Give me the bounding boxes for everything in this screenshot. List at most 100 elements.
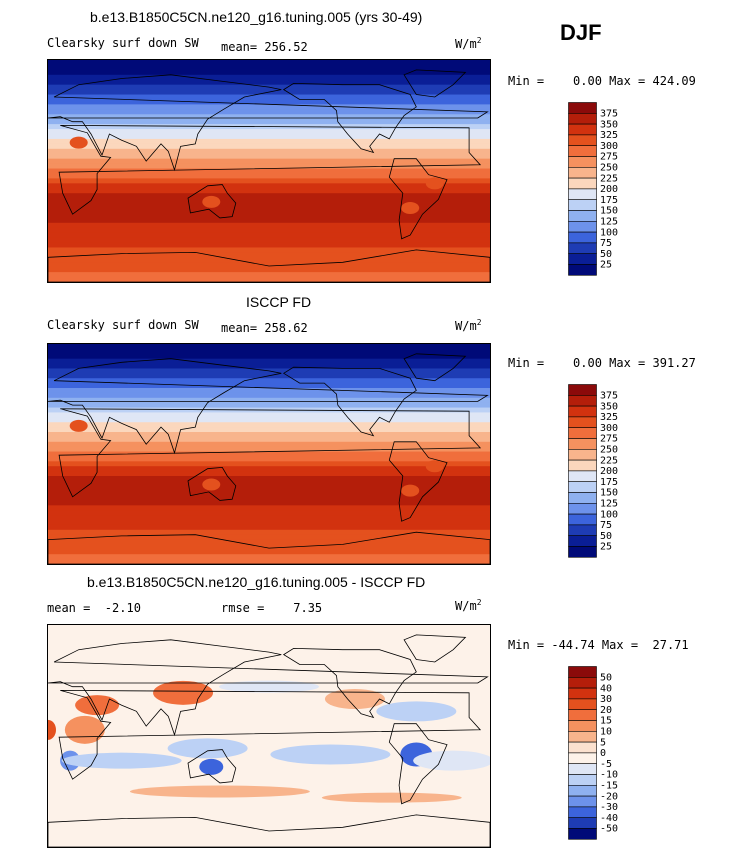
contour-band	[48, 417, 490, 423]
contour-patch	[199, 758, 224, 775]
colorbar-tick-label: 75	[600, 520, 612, 531]
coastline	[282, 366, 417, 437]
colorbar-tick-label: 250	[600, 445, 618, 456]
contour-band	[48, 520, 490, 526]
colorbar-tick-label: 15	[600, 716, 612, 727]
contour-band	[48, 358, 490, 365]
coastline	[48, 358, 489, 455]
colorbar-swatch	[568, 188, 597, 201]
panel1-map	[47, 59, 491, 283]
contour-band	[48, 344, 490, 350]
contour-band	[48, 539, 490, 545]
contour-band	[48, 505, 490, 511]
contour-patch	[202, 478, 221, 491]
contour-band	[48, 129, 490, 135]
contour-band	[48, 222, 490, 229]
coastline	[388, 158, 448, 240]
contour-band	[48, 544, 490, 550]
contour-band	[48, 471, 490, 477]
contour-band	[48, 104, 490, 110]
colorbar-tick-label: -30	[600, 802, 618, 813]
coastline	[187, 184, 237, 219]
colorbar-tick-label: 75	[600, 238, 612, 249]
colorbar-swatch	[568, 709, 597, 721]
colorbar-swatch	[568, 720, 597, 732]
contour-band	[48, 466, 490, 472]
contour-patch	[69, 419, 88, 432]
contour-band	[48, 237, 490, 244]
colorbar-swatch	[568, 741, 597, 754]
colorbar-tick-label: 0	[600, 748, 606, 759]
colorbar-tick-label: 5	[600, 737, 606, 748]
colorbar-swatch	[568, 503, 597, 515]
contour-band	[48, 94, 490, 100]
panel3-title: b.e13.B1850C5CN.ne120_g16.tuning.005 - I…	[87, 574, 426, 590]
coastline	[282, 82, 417, 154]
coastline	[48, 639, 489, 737]
contour-band	[48, 441, 490, 448]
contour-patch	[401, 484, 420, 497]
panel1-field-label: Clearsky surf down SW	[47, 36, 199, 50]
contour-band	[48, 99, 490, 105]
contour-band	[48, 257, 490, 263]
contour-patch	[129, 785, 310, 798]
colorbar-tick-label: 350	[600, 119, 618, 130]
colorbar-swatch	[568, 199, 597, 211]
colorbar-swatch	[568, 145, 597, 157]
colorbar-swatch	[568, 134, 597, 147]
colorbar-swatch	[568, 449, 597, 461]
coastline	[187, 466, 237, 501]
contour-patch	[324, 689, 385, 709]
colorbar-tick-label: 300	[600, 423, 618, 434]
contour-patch	[153, 680, 214, 705]
colorbar-swatch	[568, 763, 597, 775]
colorbar-swatch	[568, 524, 597, 536]
contour-band	[48, 461, 490, 467]
colorbar-tick-label: 40	[600, 683, 612, 694]
contour-patch	[401, 202, 420, 214]
contour-band	[48, 436, 490, 443]
colorbar-tick-label: 200	[600, 184, 618, 195]
colorbar-swatch	[568, 828, 597, 840]
contour-band	[48, 485, 490, 492]
colorbar-swatch	[568, 806, 597, 818]
colorbar-swatch	[568, 167, 597, 179]
contour-band	[48, 208, 490, 214]
contour-band	[48, 272, 490, 278]
coastline	[58, 125, 482, 215]
colorbar-swatch	[568, 221, 597, 233]
colorbar-tick-label: 300	[600, 141, 618, 152]
colorbar-swatch	[568, 102, 597, 114]
contour-band	[48, 198, 490, 204]
colorbar-swatch	[568, 384, 597, 396]
colorbar-tick-label: 350	[600, 401, 618, 412]
panel2-field-label: Clearsky surf down SW	[47, 318, 199, 332]
contour-band	[48, 119, 490, 125]
colorbar-tick-label: 10	[600, 727, 612, 738]
contour-band	[48, 143, 490, 150]
contour-band	[48, 183, 490, 189]
coastline	[58, 408, 482, 498]
coastline	[48, 531, 490, 564]
panel3-minmax: Min = -44.74 Max = 27.71	[508, 638, 689, 652]
colorbar-tick-label: 150	[600, 206, 618, 217]
contour-band	[48, 262, 490, 268]
colorbar-tick-label: 275	[600, 434, 618, 445]
colorbar-tick-label: 325	[600, 412, 618, 423]
colorbar-swatch	[568, 535, 597, 547]
colorbar-swatch	[568, 459, 597, 472]
panel3-colorbar: 50 40 30 20 15 10 5 0 -5 -10 -15 -20 -30 -40 -50	[568, 666, 648, 848]
colorbar-swatch	[568, 156, 597, 168]
colorbar-swatch	[568, 264, 597, 276]
colorbar-swatch	[568, 210, 597, 222]
colorbar-tick-label: 225	[600, 173, 618, 184]
colorbar-swatch	[568, 666, 597, 678]
colorbar-tick-label: -20	[600, 791, 618, 802]
contour-band	[48, 60, 490, 66]
panel1-title: b.e13.B1850C5CN.ne120_g16.tuning.005 (yr…	[90, 9, 423, 25]
colorbar-tick-label: 50	[600, 673, 612, 684]
contour-band	[48, 163, 490, 170]
contour-patch	[413, 750, 490, 771]
colorbar-swatch	[568, 481, 597, 493]
contour-patch	[376, 701, 457, 722]
